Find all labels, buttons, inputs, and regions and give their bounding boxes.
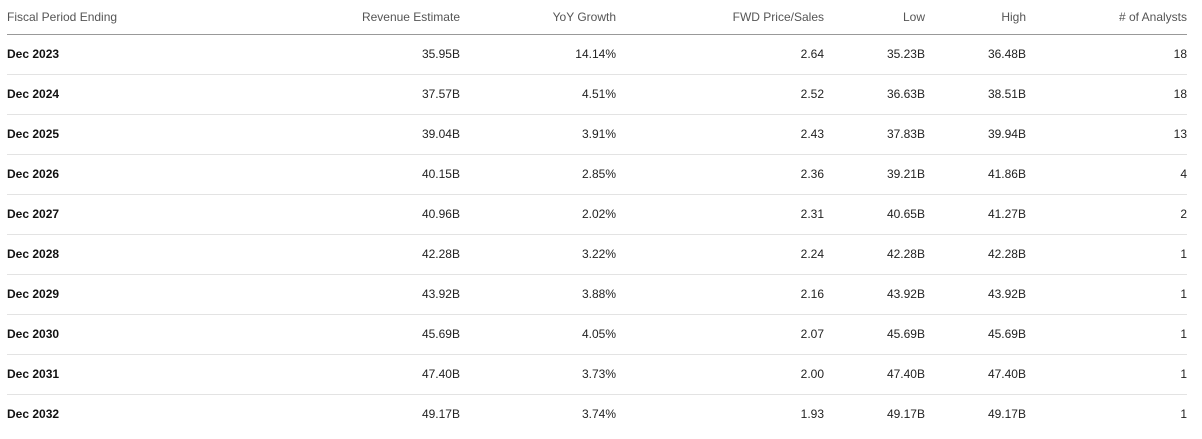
table-row: Dec 2026 40.15B 2.85% 2.36 39.21B 41.86B… — [7, 154, 1187, 195]
cell-revenue-estimate: 37.57B — [227, 74, 460, 115]
cell-analysts: 1 — [1180, 407, 1187, 422]
cell-revenue-estimate: 49.17B — [421, 407, 460, 422]
cell-period: Dec 2030 — [7, 314, 227, 355]
cell-period: Dec 2027 — [7, 194, 227, 235]
header-low: Low — [824, 0, 925, 35]
cell-high: 45.69B — [925, 314, 1026, 355]
table-row: Dec 2025 39.04B 3.91% 2.43 37.83B 39.94B… — [7, 114, 1187, 155]
cell-yoy-growth: 4.51% — [460, 74, 616, 115]
table-row: Dec 2024 37.57B 4.51% 2.52 36.63B 38.51B… — [7, 74, 1187, 115]
table-row: Dec 2027 40.96B 2.02% 2.31 40.65B 41.27B… — [7, 194, 1187, 235]
cell-period: Dec 2032 — [7, 407, 60, 422]
cell-low: 40.65B — [824, 194, 925, 235]
cell-high: 41.27B — [925, 194, 1026, 235]
cell-period: Dec 2028 — [7, 234, 227, 275]
cell-period: Dec 2031 — [7, 354, 227, 395]
cell-low: 45.69B — [824, 314, 925, 355]
cell-yoy-growth: 3.73% — [460, 354, 616, 395]
cell-low: 36.63B — [824, 74, 925, 115]
header-row: Fiscal Period Ending Revenue Estimate Yo… — [7, 0, 1187, 35]
header-high: High — [925, 0, 1026, 35]
table-row: Dec 2028 42.28B 3.22% 2.24 42.28B 42.28B… — [7, 234, 1187, 275]
cell-low: 47.40B — [824, 354, 925, 395]
cell-yoy-growth: 3.22% — [460, 234, 616, 275]
cell-yoy-growth: 2.02% — [460, 194, 616, 235]
cell-fwd-price-sales: 2.24 — [616, 234, 824, 275]
cell-period: Dec 2029 — [7, 274, 227, 315]
cell-yoy-growth: 3.91% — [460, 114, 616, 155]
cell-low: 49.17B — [886, 407, 925, 422]
cell-fwd-price-sales: 2.64 — [616, 34, 824, 75]
cell-fwd-price-sales: 2.16 — [616, 274, 824, 315]
cell-fwd-price-sales: 1.93 — [800, 407, 824, 422]
header-analysts: # of Analysts — [1026, 0, 1187, 35]
table-body: Dec 2023 35.95B 14.14% 2.64 35.23B 36.48… — [7, 34, 1187, 434]
cell-yoy-growth: 3.88% — [460, 274, 616, 315]
cell-high: 42.28B — [925, 234, 1026, 275]
cell-yoy-growth: 2.85% — [460, 154, 616, 195]
cell-fwd-price-sales: 2.52 — [616, 74, 824, 115]
cell-analysts: 18 — [1026, 34, 1187, 75]
cell-low: 35.23B — [824, 34, 925, 75]
cell-high: 47.40B — [925, 354, 1026, 395]
cell-analysts: 4 — [1026, 154, 1187, 195]
cell-high: 43.92B — [925, 274, 1026, 315]
cell-period: Dec 2026 — [7, 154, 227, 195]
table-row: Dec 2031 47.40B 3.73% 2.00 47.40B 47.40B… — [7, 354, 1187, 395]
cell-analysts: 1 — [1026, 274, 1187, 315]
cell-revenue-estimate: 39.04B — [227, 114, 460, 155]
cell-revenue-estimate: 40.96B — [227, 194, 460, 235]
header-revenue-estimate: Revenue Estimate — [227, 0, 460, 35]
cell-analysts: 1 — [1026, 234, 1187, 275]
cell-period: Dec 2024 — [7, 74, 227, 115]
header-yoy-growth: YoY Growth — [460, 0, 616, 35]
table-header: Fiscal Period Ending Revenue Estimate Yo… — [7, 0, 1187, 35]
cell-analysts: 1 — [1026, 314, 1187, 355]
cell-fwd-price-sales: 2.31 — [616, 194, 824, 235]
header-fwd-price-sales: FWD Price/Sales — [616, 0, 824, 35]
table-row: Dec 2032 49.17B 3.74% 1.93 49.17B 49.17B… — [7, 394, 1187, 434]
cell-fwd-price-sales: 2.36 — [616, 154, 824, 195]
cell-yoy-growth: 3.74% — [581, 407, 616, 422]
cell-revenue-estimate: 47.40B — [227, 354, 460, 395]
cell-fwd-price-sales: 2.07 — [616, 314, 824, 355]
cell-analysts: 1 — [1026, 354, 1187, 395]
cell-revenue-estimate: 45.69B — [227, 314, 460, 355]
cell-yoy-growth: 14.14% — [460, 34, 616, 75]
cell-low: 37.83B — [824, 114, 925, 155]
cell-fwd-price-sales: 2.43 — [616, 114, 824, 155]
cell-low: 42.28B — [824, 234, 925, 275]
cell-revenue-estimate: 42.28B — [227, 234, 460, 275]
cell-high: 49.17B — [987, 407, 1026, 422]
cell-revenue-estimate: 35.95B — [227, 34, 460, 75]
table-row: Dec 2023 35.95B 14.14% 2.64 35.23B 36.48… — [7, 34, 1187, 75]
table-row: Dec 2030 45.69B 4.05% 2.07 45.69B 45.69B… — [7, 314, 1187, 355]
header-fiscal-period: Fiscal Period Ending — [7, 0, 227, 35]
cell-analysts: 18 — [1026, 74, 1187, 115]
cell-revenue-estimate: 43.92B — [227, 274, 460, 315]
cell-analysts: 2 — [1026, 194, 1187, 235]
revenue-estimates-table: Fiscal Period Ending Revenue Estimate Yo… — [7, 0, 1187, 434]
cell-yoy-growth: 4.05% — [460, 314, 616, 355]
cell-period: Dec 2023 — [7, 34, 227, 75]
cell-revenue-estimate: 40.15B — [227, 154, 460, 195]
cell-high: 41.86B — [925, 154, 1026, 195]
cell-high: 38.51B — [925, 74, 1026, 115]
cell-high: 39.94B — [925, 114, 1026, 155]
cell-high: 36.48B — [925, 34, 1026, 75]
table-row: Dec 2029 43.92B 3.88% 2.16 43.92B 43.92B… — [7, 274, 1187, 315]
cell-fwd-price-sales: 2.00 — [616, 354, 824, 395]
cell-analysts: 13 — [1026, 114, 1187, 155]
cell-low: 43.92B — [824, 274, 925, 315]
cell-period: Dec 2025 — [7, 114, 227, 155]
cell-low: 39.21B — [824, 154, 925, 195]
